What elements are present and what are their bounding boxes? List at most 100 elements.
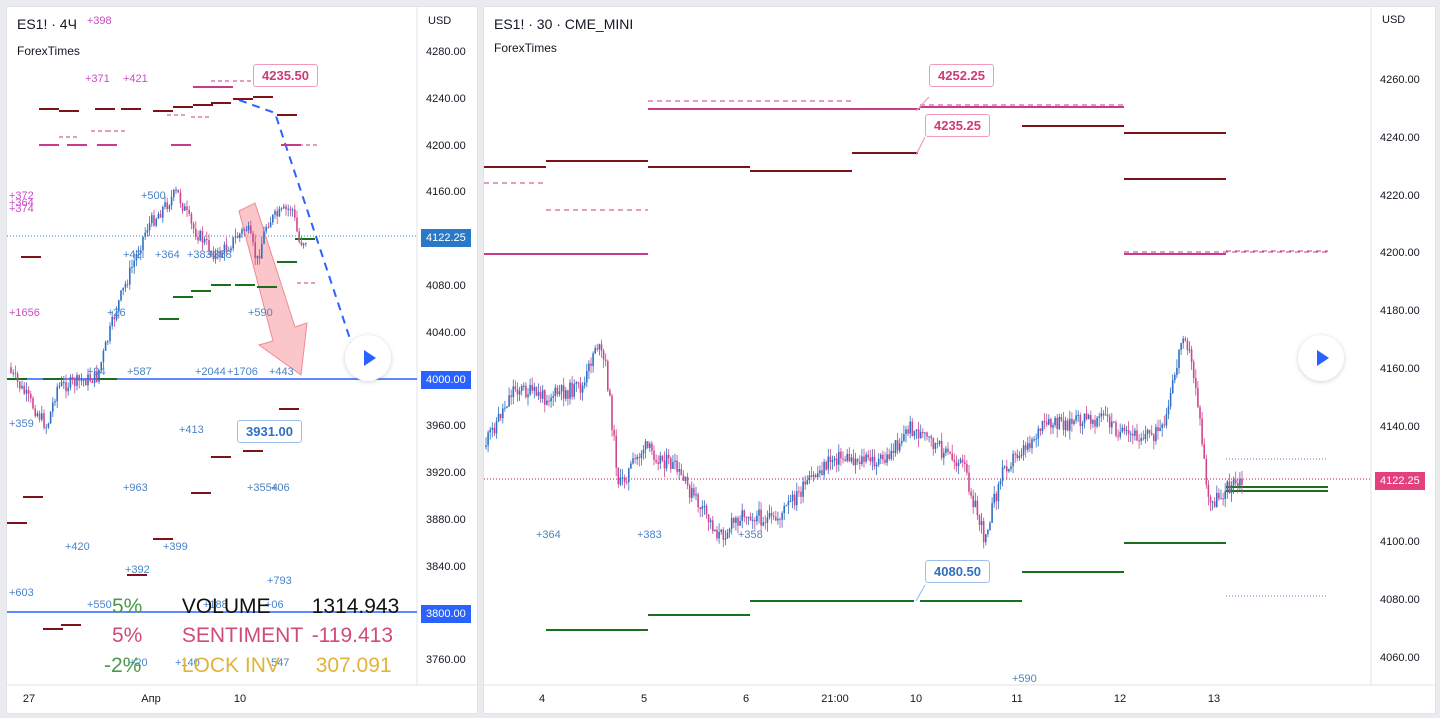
trade-annotation: +140 (175, 657, 200, 669)
candle (821, 470, 823, 475)
candle (556, 387, 559, 395)
price-tick: 4160.00 (1380, 363, 1420, 375)
candle (993, 493, 995, 504)
candle (844, 459, 846, 461)
candle (177, 189, 179, 193)
price-tick: 4100.00 (1380, 536, 1420, 549)
candle (877, 458, 880, 465)
candle (577, 382, 580, 384)
candle (934, 443, 937, 449)
chart-pane-30m[interactable]: ES1! · 30 · CME_MINI ForexTimes USD 4260… (483, 6, 1436, 714)
candle (896, 440, 899, 451)
candle (1041, 421, 1044, 432)
candle (1142, 438, 1145, 440)
price-tick: 3920.00 (426, 467, 466, 480)
candle (592, 353, 594, 367)
candle (875, 464, 878, 467)
candle (1237, 482, 1239, 486)
candle (30, 394, 32, 399)
candle (1178, 349, 1180, 368)
candle (968, 472, 970, 492)
candle (210, 251, 212, 253)
chart-pane-4h[interactable]: ES1! · 4Ч +398 ForexTimes USD 4280.00 424… (6, 6, 478, 714)
candle (586, 371, 588, 383)
candle (695, 494, 697, 496)
time-tick: 12 (1113, 693, 1127, 705)
candle (999, 481, 1002, 485)
price-tick: 4240.00 (1380, 131, 1420, 144)
candle (989, 522, 991, 531)
candle (296, 217, 298, 232)
current-price-tag: 4122.25 (1375, 472, 1425, 490)
price-callout: 3931.00 (237, 420, 302, 443)
candle (1108, 416, 1111, 428)
play-button[interactable] (1298, 335, 1344, 381)
trade-annotation: +603 (9, 587, 34, 599)
candle (278, 208, 281, 217)
candle (52, 402, 54, 412)
trade-annotation: +06 (271, 482, 290, 494)
candle (184, 206, 186, 211)
candle (221, 253, 223, 258)
candle (276, 210, 278, 217)
candle (1062, 420, 1065, 431)
trade-annotation: +358 (207, 249, 232, 261)
candle (562, 385, 565, 399)
candle (250, 225, 252, 234)
candle (688, 485, 691, 498)
candle (219, 250, 221, 258)
time-tick: 10 (233, 693, 247, 705)
candle (686, 476, 689, 486)
price-tick: 4160.00 (426, 186, 466, 199)
candle (919, 431, 922, 439)
candle (943, 452, 945, 458)
chart-canvas-4h[interactable] (7, 7, 477, 713)
candle (739, 520, 741, 526)
candle (214, 253, 217, 260)
candle (197, 236, 199, 241)
candle (232, 237, 234, 249)
candle (959, 459, 962, 464)
chart-canvas-30m[interactable] (484, 7, 1435, 713)
candle (604, 359, 607, 362)
candle (537, 392, 540, 396)
candle (840, 451, 842, 459)
candle (1079, 414, 1082, 426)
candle (56, 386, 58, 402)
candle (995, 493, 998, 502)
candle (575, 382, 578, 384)
candle (234, 236, 237, 238)
play-button[interactable] (345, 335, 391, 381)
candle (749, 516, 752, 521)
candle (1071, 418, 1073, 424)
candle (869, 457, 872, 462)
candle (302, 243, 305, 246)
candle (1182, 338, 1184, 344)
candle (846, 453, 848, 461)
trade-annotation: +413 (179, 424, 204, 436)
candle (1123, 427, 1126, 431)
candle (743, 510, 746, 518)
candle (1018, 455, 1021, 458)
trade-annotation: +500 (141, 190, 166, 202)
trade-annotation: +42 (123, 249, 142, 261)
candle (531, 384, 533, 391)
candle (69, 376, 72, 388)
candle (104, 341, 107, 351)
candle (142, 236, 144, 251)
callout-connector (915, 96, 930, 112)
candle (859, 461, 861, 465)
candle (724, 538, 727, 540)
candle (940, 440, 943, 458)
candle (659, 455, 662, 464)
candle (907, 429, 909, 434)
candle (115, 311, 118, 320)
candle (609, 390, 611, 396)
price-tick: 4240.00 (426, 92, 466, 105)
candle (495, 421, 498, 434)
candle (913, 430, 916, 436)
candle (1037, 428, 1040, 439)
trade-annotation: +392 (125, 564, 150, 576)
candle (1180, 343, 1182, 350)
candle (936, 443, 939, 445)
